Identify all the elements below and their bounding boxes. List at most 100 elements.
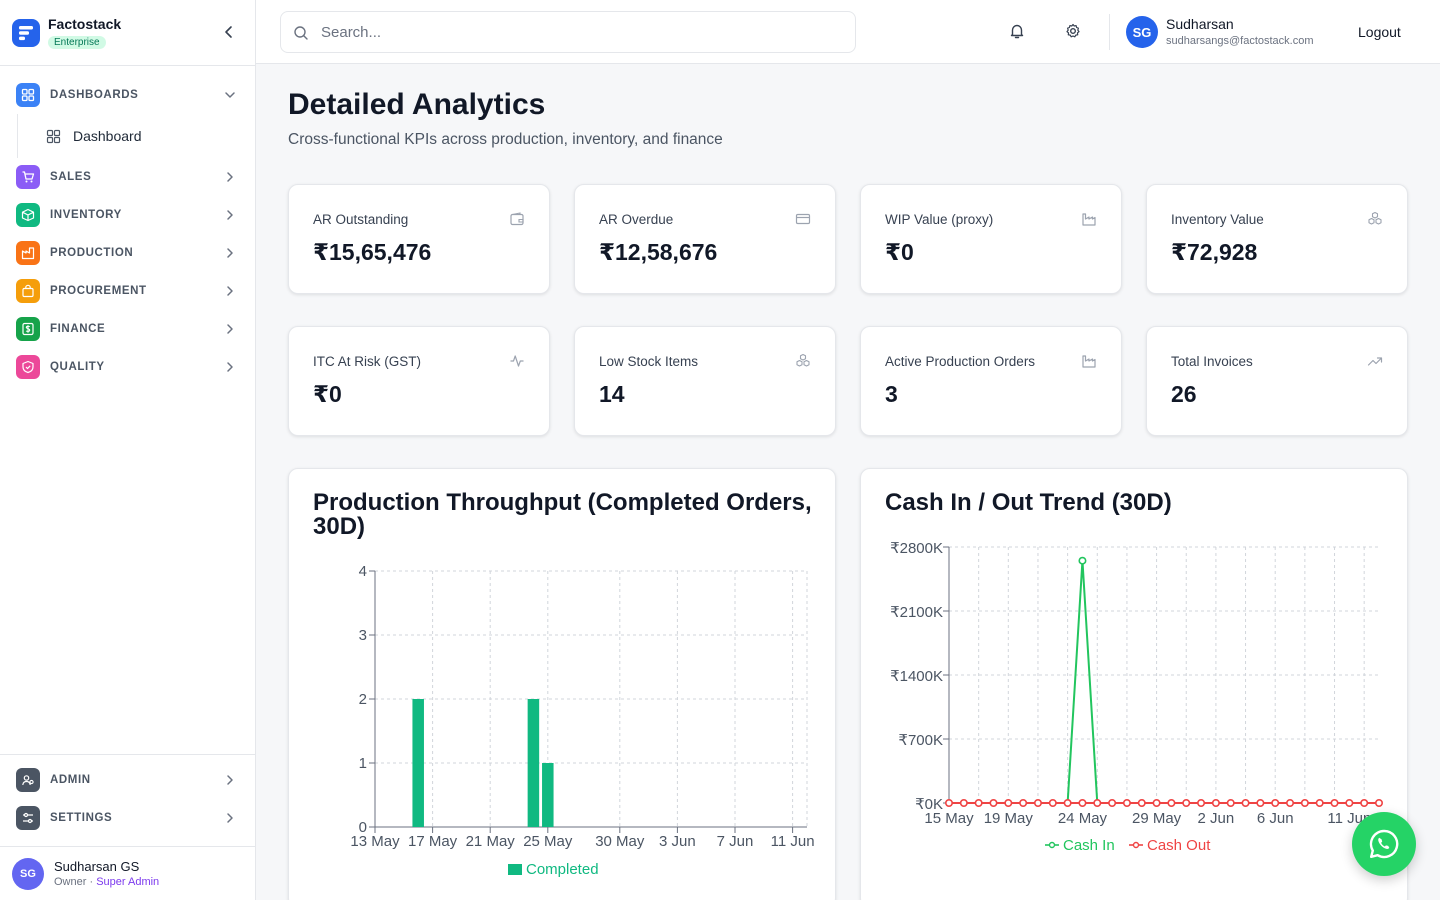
kpi-value: 3 [885,381,898,407]
bar [412,699,424,827]
search-input[interactable] [321,12,841,52]
y-tick-label: 4 [359,563,367,580]
sidebar-item-sales[interactable]: SALES [0,158,255,196]
data-point [1241,798,1250,807]
data-point [1271,798,1280,807]
kpi-value: ₹15,65,476 [313,239,432,265]
page-subtitle: Cross-functional KPIs across production,… [288,131,723,148]
kpi-label: AR Outstanding [313,212,409,227]
y-tick-label: ₹700K [898,732,943,749]
sidebar: Factostack Enterprise DASHBOARDS Dashboa… [0,0,256,900]
sidebar-item-settings[interactable]: SETTINGS [0,799,255,837]
x-tick-label: 6 Jun [1257,810,1294,827]
data-point [1197,798,1206,807]
chart-title-line: Production Throughput (Completed Orders, [313,489,812,516]
factory-icon [1081,211,1097,227]
data-point [1345,798,1354,807]
chevron-right-icon [223,208,237,222]
boxes-icon [795,353,811,369]
header-user-info[interactable]: Sudharsan sudharsangs@factostack.com [1166,16,1314,47]
sidebar-item-label: SETTINGS [50,812,113,824]
sidebar-item-production[interactable]: PRODUCTION [0,234,255,272]
kpi-value: ₹0 [313,381,342,407]
data-point [1374,798,1383,807]
legend-marker [1048,841,1056,849]
collapse-sidebar-icon[interactable] [221,24,237,40]
data-point [1182,798,1191,807]
y-tick-label: 0 [359,819,367,836]
sidebar-item-dashboards[interactable]: DASHBOARDS [0,76,255,114]
kpi-card-itc-at-risk: ITC At Risk (GST) ₹0 [288,326,550,436]
sidebar-item-label: ADMIN [50,774,91,786]
data-point [1048,798,1057,807]
kpi-card-ar-overdue: AR Overdue ₹12,58,676 [574,184,836,294]
data-point [1211,798,1220,807]
data-point [959,798,968,807]
chevron-right-icon [223,322,237,336]
factory-icon [1081,353,1097,369]
chevron-right-icon [223,811,237,825]
data-point [1152,798,1161,807]
x-tick-label: 24 May [1058,810,1108,827]
user-role-label: Owner [54,876,87,888]
kpi-value: ₹72,928 [1171,239,1258,265]
chart-title: Cash In / Out Trend (30D) [885,489,1172,516]
sliders-icon [16,806,40,830]
x-tick-label: 11 Jun [771,833,815,850]
x-tick-label: 2 Jun [1198,810,1235,827]
data-point [1315,798,1324,807]
sidebar-item-procurement[interactable]: PROCUREMENT [0,272,255,310]
sidebar-nav: DASHBOARDS Dashboard SALES INVENTORY [0,66,255,386]
data-point [1033,798,1042,807]
production-throughput-card: Production Throughput (Completed Orders,… [288,468,836,900]
throughput-chart: 0 1 2 3 4 13 May 17 May 21 May 25 May 30 May 3 Jun… [350,563,815,878]
legend-label: Cash In [1063,837,1115,854]
data-point [1108,798,1117,807]
data-point [1122,798,1131,807]
x-tick-label: 7 Jun [717,833,754,850]
data-point [1019,798,1028,807]
kpi-value: 14 [599,381,625,407]
chevron-down-icon [223,88,237,102]
kpi-card-ar-outstanding: AR Outstanding ₹15,65,476 [288,184,550,294]
chevron-right-icon [223,170,237,184]
data-point [1360,798,1369,807]
sidebar-subitem-dashboard[interactable]: Dashboard [18,118,255,154]
sidebar-item-admin[interactable]: ADMIN [0,761,255,799]
logout-button[interactable]: Logout [1358,24,1401,40]
gear-icon[interactable] [1064,22,1082,40]
trending-up-icon [1367,353,1383,369]
chart-title-line: 30D) [313,513,366,540]
search-box[interactable] [280,11,856,53]
data-point [989,798,998,807]
data-point [1004,798,1013,807]
sidebar-item-inventory[interactable]: INVENTORY [0,196,255,234]
header-user-email: sudharsangs@factostack.com [1166,35,1314,47]
kpi-label: ITC At Risk (GST) [313,354,421,369]
data-point [1256,798,1265,807]
sidebar-user-profile[interactable]: SG Sudharsan GS Owner · Super Admin [0,846,255,900]
activity-icon [509,353,525,369]
chevron-right-icon [223,773,237,787]
bell-icon[interactable] [1008,22,1026,40]
avatar: SG [12,857,44,890]
kpi-label: Inventory Value [1171,212,1264,227]
sidebar-item-quality[interactable]: QUALITY [0,348,255,386]
x-tick-label: 13 May [350,833,400,850]
top-header: SG Sudharsan sudharsangs@factostack.com … [256,0,1440,64]
dollar-icon [16,317,40,341]
whatsapp-chat-button[interactable] [1352,812,1416,876]
factostack-logo-icon [12,18,40,47]
data-point [1063,798,1072,807]
bar [542,763,554,827]
chart-title: Production Throughput (Completed Orders,… [313,491,812,539]
y-tick-label: ₹2100K [890,604,943,621]
header-user-name: Sudharsan [1166,16,1234,32]
series-line [949,560,1379,804]
chevron-right-icon [223,360,237,374]
legend-label: Cash Out [1147,837,1211,854]
data-point [1300,798,1309,807]
x-tick-label: 3 Jun [659,833,696,850]
avatar[interactable]: SG [1126,16,1158,48]
sidebar-item-finance[interactable]: FINANCE [0,310,255,348]
